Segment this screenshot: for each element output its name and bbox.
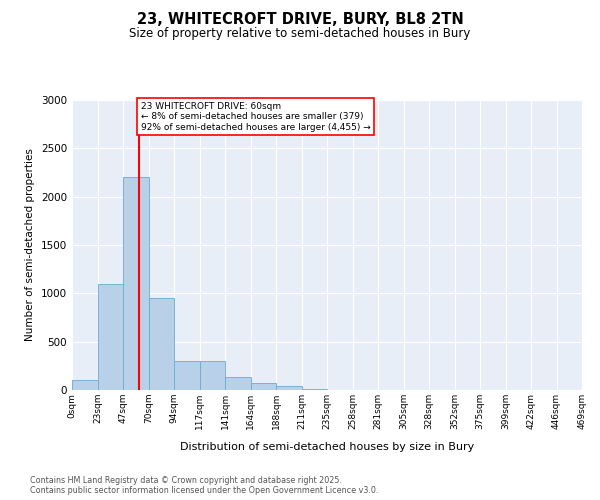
Bar [72,380,97,390]
Bar [97,284,123,390]
Text: Distribution of semi-detached houses by size in Bury: Distribution of semi-detached houses by … [180,442,474,452]
Bar [199,361,225,390]
Text: Contains HM Land Registry data © Crown copyright and database right 2025.
Contai: Contains HM Land Registry data © Crown c… [30,476,379,495]
Bar [302,388,327,390]
Y-axis label: Number of semi-detached properties: Number of semi-detached properties [25,148,35,342]
Bar [276,386,302,390]
Bar [174,361,199,390]
Bar [251,383,276,390]
Text: Size of property relative to semi-detached houses in Bury: Size of property relative to semi-detach… [130,28,470,40]
Text: 23, WHITECROFT DRIVE, BURY, BL8 2TN: 23, WHITECROFT DRIVE, BURY, BL8 2TN [137,12,463,28]
Bar [225,378,251,390]
Bar [149,298,174,390]
Text: 23 WHITECROFT DRIVE: 60sqm
← 8% of semi-detached houses are smaller (379)
92% of: 23 WHITECROFT DRIVE: 60sqm ← 8% of semi-… [141,102,370,132]
Bar [123,178,149,390]
